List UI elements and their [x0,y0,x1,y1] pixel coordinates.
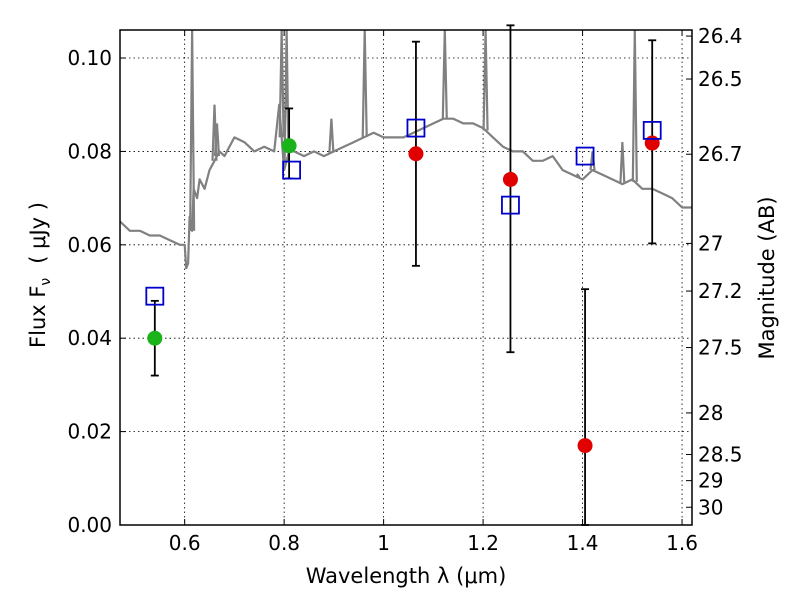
y-axis-label-units: ( μJy ) [26,202,50,264]
y-tick-label: 0.02 [67,420,112,444]
spectrum-line [120,103,692,270]
model-square-marker [642,121,662,140]
spectrum-emission-spike [328,118,335,153]
spectrum-emission-spike [278,30,285,138]
y2-tick-label: 26.4 [698,24,743,48]
y2-tick-label: 28 [698,401,723,425]
x-tick-label: 1.4 [567,531,599,555]
spectrum-layer [120,30,692,270]
y-tick-label: 0.04 [67,326,112,350]
x-axis-label: Wavelength λ (μm) [306,564,507,588]
y2-tick-label: 26.5 [698,67,743,91]
x-tick-label: 1.2 [467,531,499,555]
model-square-marker [145,286,165,306]
spectrum-emission-spike [213,123,221,157]
spectrum-emission-spike [283,30,290,161]
data-point [281,138,297,154]
spectrum-emission-spike [631,30,638,182]
tick-layer: 0.6 0.8 1 1.2 1.4 1.6 0.00 0.02 0.04 0.06 0.08 0.10… [67,24,742,555]
y-axis-label: Flux Fν ( μJy ) [26,202,54,348]
spectrum-emission-spike [441,30,448,119]
y2-tick-label: 27.2 [698,279,743,303]
data-point [644,135,660,151]
y2-tick-label: 27.5 [698,336,743,360]
y-tick-label: 0.00 [67,513,112,537]
y2-tick-label: 27 [698,231,723,255]
data-point [577,438,593,454]
spectrum-emission-spike [619,142,626,185]
y2-tick-label: 26.7 [698,142,743,166]
model-square-marker [501,195,520,215]
x-tick-label: 0.8 [268,531,300,555]
spectrum-emission-spike [189,30,196,231]
model-square-marker [575,146,595,166]
model-square-marker [282,160,302,180]
marker-layer [145,24,662,526]
data-point [502,171,518,187]
y2-tick-label: 29 [698,469,723,493]
y2-tick-label: 30 [698,495,723,519]
model-square-marker [406,118,426,138]
x-tick-label: 1 [377,531,390,555]
x-tick-label: 0.6 [169,531,201,555]
plot-frame [119,29,693,526]
spectrum-emission-spike [574,173,581,178]
y-axis-label-subscript: ν [38,278,54,286]
data-point [147,330,163,346]
y-tick-label: 0.10 [67,46,112,70]
x-tick-label: 1.6 [666,531,698,555]
spectrum-emission-spike [361,30,368,137]
svg-text:Flux Fν( μJy ): Flux Fν ( μJy ) [26,202,54,348]
y-tick-label: 0.08 [67,139,112,163]
spectrum-emission-spike [482,30,489,131]
y2-tick-label: 28.5 [698,442,743,466]
grid-layer [120,30,692,526]
y-axis-label-main: Flux F [26,286,50,348]
y-tick-label: 0.06 [67,233,112,257]
data-point [408,146,424,162]
y2-axis-label: Magnitude (AB) [755,196,779,359]
